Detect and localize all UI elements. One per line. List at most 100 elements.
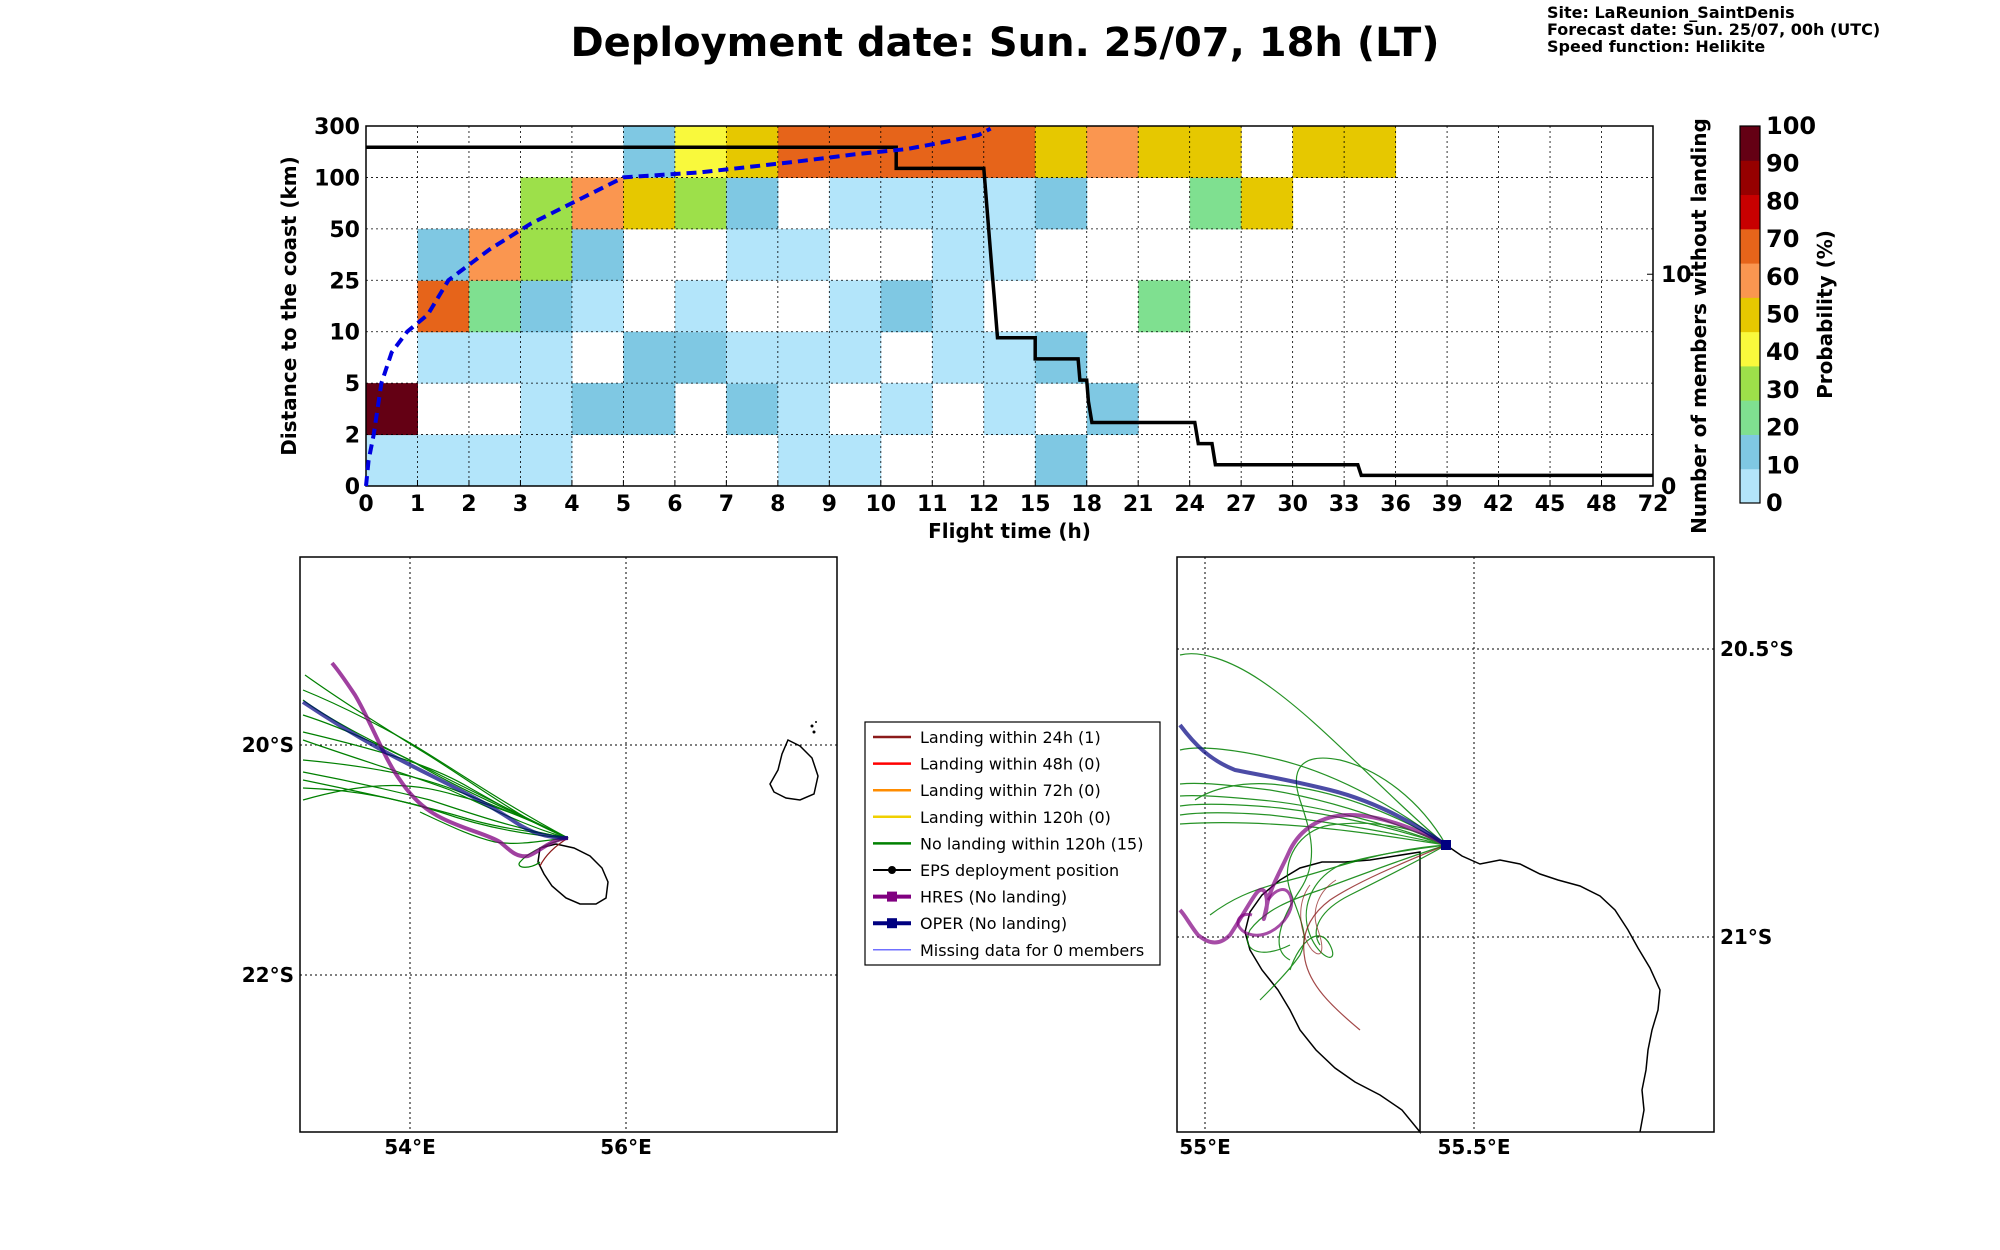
heatmap-cell <box>1086 126 1139 178</box>
legend-label: Landing within 48h (0) <box>920 755 1101 774</box>
x-tick-label: 36 <box>1380 492 1411 517</box>
heatmap-cell <box>1241 177 1294 230</box>
colorbar-tick-label: 60 <box>1766 263 1799 291</box>
legend-entry: OPER (No landing) <box>873 914 1067 933</box>
x-tick-label: 72 <box>1638 492 1669 517</box>
heatmap-cell <box>777 383 830 436</box>
heatmap-cell <box>880 177 933 230</box>
x-tick-label: 30 <box>1277 492 1308 517</box>
heatmap-cell <box>571 280 624 333</box>
x-tick-label: 33 <box>1329 492 1360 517</box>
x-tick-label: 3 <box>513 492 528 517</box>
legend-swatch-marker <box>887 918 897 929</box>
colorbar-tick-label: 20 <box>1766 414 1799 442</box>
colorbar-tick-label: 50 <box>1766 301 1799 329</box>
heatmap-cell <box>623 126 676 178</box>
legend-entry: Missing data for 0 members <box>873 941 1144 960</box>
x-tick-label: 6 <box>667 492 682 517</box>
x-tick-label: 39 <box>1432 492 1463 517</box>
x-tick-label: 12 <box>968 492 999 517</box>
heatmap-cell <box>520 331 573 384</box>
y-tick-label: 5 <box>345 372 360 397</box>
y2-axis-label: Number of members without landing <box>1687 118 1711 534</box>
heatmap-cell <box>571 228 624 281</box>
colorbar-tick-label: 80 <box>1766 187 1799 215</box>
heatmap-cell <box>983 126 1036 178</box>
heatmap-cell <box>1189 177 1242 230</box>
median-distance-line <box>364 126 992 487</box>
heatmap-cell <box>1344 126 1397 178</box>
x-axis-label: Flight time (h) <box>928 519 1091 543</box>
y-tick-label: 2 <box>345 424 360 449</box>
longitude-tick-label: 56°E <box>600 1135 652 1159</box>
latitude-tick-label: 22°S <box>242 963 294 987</box>
longitude-tick-label: 54°E <box>384 1135 436 1159</box>
heatmap-cell <box>726 331 779 384</box>
colorbar-segment <box>1740 263 1760 298</box>
colorbar-tick-label: 90 <box>1766 150 1799 178</box>
heatmap-cell <box>520 177 573 230</box>
colorbar-tick-label: 100 <box>1766 112 1816 140</box>
zoom-hres-trajectory <box>1178 812 1447 945</box>
colorbar-frame <box>1739 125 1761 504</box>
heatmap-cell <box>829 434 882 487</box>
heatmap-cell <box>932 331 985 384</box>
x-tick-label: 9 <box>822 492 837 517</box>
x-tick-label: 7 <box>719 492 734 517</box>
legend-entry: EPS deployment position <box>873 861 1119 880</box>
overview-map: 54°E 56°E 20°S 22°S <box>242 556 838 1159</box>
x-tick-label: 42 <box>1483 492 1514 517</box>
colorbar-segment <box>1740 365 1760 401</box>
y-tick-label: 0 <box>345 475 360 500</box>
heatmap-cell <box>468 331 521 384</box>
legend-entry: Landing within 72h (0) <box>873 781 1101 800</box>
colorbar-segment <box>1740 400 1760 435</box>
y-axis-label: Distance to the coast (km) <box>277 156 301 456</box>
legend-label: Landing within 120h (0) <box>920 808 1111 827</box>
legend-entry: HRES (No landing) <box>873 888 1067 907</box>
y-tick-label: 100 <box>314 166 360 191</box>
heatmap-cell <box>1035 177 1088 230</box>
heatmap-cell <box>623 331 676 384</box>
heatmap-cell <box>417 280 470 333</box>
heatmap-cell <box>983 331 1036 384</box>
heatmap-cell <box>674 126 727 178</box>
heatmap-cell <box>1035 126 1088 178</box>
heatmap-frame <box>365 125 1654 487</box>
overview-oper-trajectory <box>301 700 569 840</box>
heatmap-cell <box>880 383 933 436</box>
x-tick-label: 1 <box>410 492 425 517</box>
heatmap-cell <box>829 177 882 230</box>
heatmap-cell <box>1189 126 1242 178</box>
forecast-label: Forecast date: Sun. 25/07, 00h (UTC) <box>1547 20 1880 39</box>
zoom-landing-trajectory-2 <box>1300 879 1337 955</box>
heatmap-panel: 0 1 2 3 4 5 6 7 8 9 10 11 12 15 18 21 24 27 30 33 36 39 42 45 48… <box>277 115 1711 543</box>
heatmap-cell <box>417 331 470 384</box>
heatmap-cell <box>417 434 470 487</box>
heatmap-cell <box>468 434 521 487</box>
colorbar-tick-label: 30 <box>1766 376 1799 404</box>
heatmap-cell <box>571 177 624 230</box>
y-tick-label: 25 <box>329 269 360 294</box>
colorbar-tick-label: 10 <box>1766 451 1799 479</box>
members-without-landing-line <box>366 145 1653 478</box>
heatmap-cell <box>520 280 573 333</box>
x-tick-label: 15 <box>1020 492 1051 517</box>
heatmap-cell <box>674 331 727 384</box>
x-tick-label: 21 <box>1123 492 1154 517</box>
heatmap-cell <box>674 177 727 230</box>
mauritius-island-outline <box>769 738 819 801</box>
colorbar-segment <box>1740 468 1760 504</box>
heatmap-cell <box>829 280 882 333</box>
legend-label: OPER (No landing) <box>920 914 1067 933</box>
legend-swatch-marker <box>888 866 896 874</box>
heatmap-cell <box>932 228 985 281</box>
heatmap-cell <box>623 177 676 230</box>
x-tick-label: 48 <box>1586 492 1617 517</box>
map-legend: Landing within 24h (1) Landing within 48h… <box>864 721 1161 966</box>
x-tick-label: 0 <box>358 492 373 517</box>
heatmap-cell <box>829 126 882 178</box>
x-tick-label: 8 <box>770 492 785 517</box>
longitude-tick-label: 55.5°E <box>1437 1135 1510 1159</box>
